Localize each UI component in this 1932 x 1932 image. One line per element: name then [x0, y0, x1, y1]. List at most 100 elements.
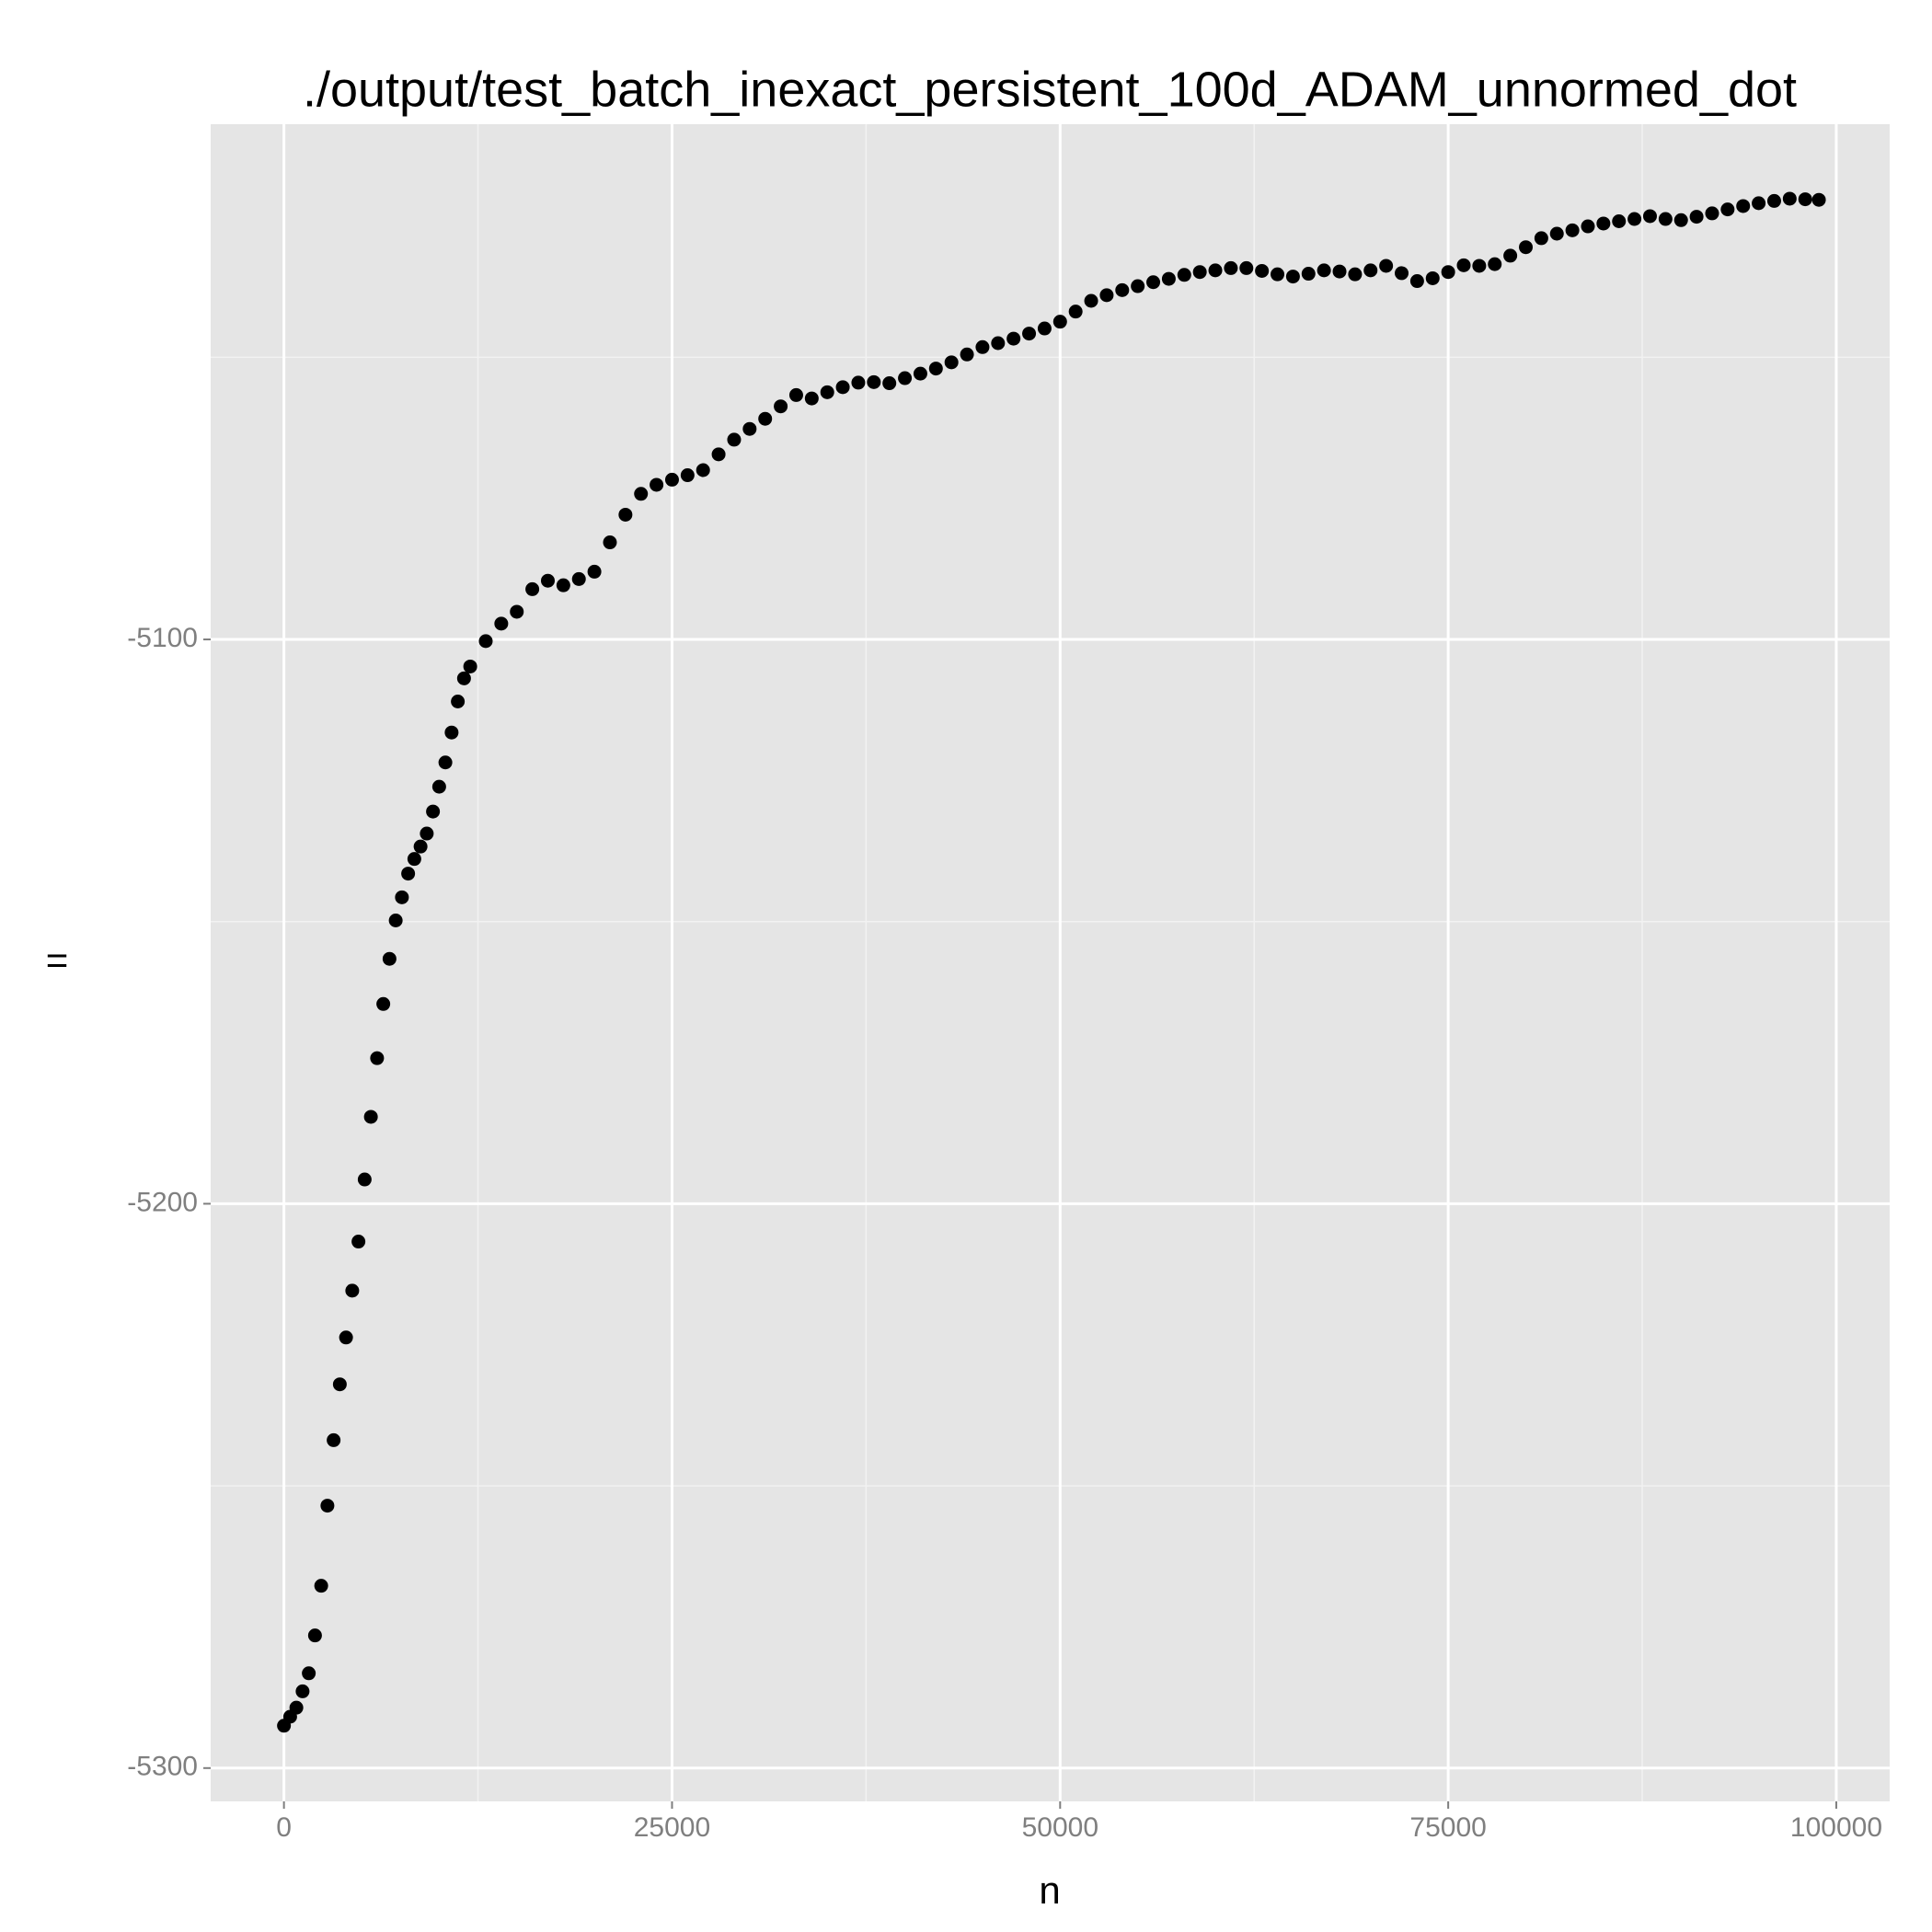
point	[1534, 231, 1548, 246]
point	[680, 468, 695, 483]
point	[1658, 212, 1673, 226]
point	[401, 867, 416, 881]
point	[618, 507, 633, 522]
point	[351, 1235, 366, 1249]
point	[774, 399, 788, 414]
point	[314, 1579, 328, 1593]
point	[1627, 212, 1642, 226]
point	[603, 535, 617, 550]
x-tick-label: 0	[276, 1812, 292, 1843]
point	[867, 374, 881, 389]
point	[944, 355, 959, 370]
point	[898, 371, 913, 385]
point	[758, 411, 773, 426]
point	[307, 1628, 322, 1643]
point	[1131, 279, 1145, 293]
point	[1332, 264, 1347, 279]
point	[1255, 263, 1270, 278]
x-tick-label: 50000	[1022, 1812, 1098, 1843]
point	[339, 1330, 353, 1345]
point	[1612, 214, 1627, 229]
point	[345, 1283, 360, 1298]
point	[1503, 248, 1518, 263]
point	[804, 391, 819, 406]
point	[1068, 305, 1083, 319]
point	[451, 694, 466, 708]
point	[1736, 199, 1751, 213]
point	[1720, 202, 1735, 217]
point	[556, 578, 570, 592]
chart-title: ./output/test_batch_inexact_persistent_1…	[303, 62, 1797, 117]
point	[1395, 266, 1409, 281]
point	[1472, 259, 1487, 273]
point	[1161, 271, 1176, 286]
point	[289, 1700, 304, 1715]
point	[370, 1051, 385, 1065]
point	[960, 347, 974, 362]
point	[1022, 327, 1037, 341]
point	[420, 826, 434, 841]
point	[742, 421, 757, 436]
point	[1518, 240, 1533, 255]
point	[1099, 288, 1114, 303]
point	[395, 890, 409, 904]
x-tick-label: 75000	[1409, 1812, 1486, 1843]
point	[1301, 267, 1316, 282]
point	[1052, 315, 1067, 329]
point	[928, 362, 943, 376]
point	[788, 387, 803, 402]
point	[1798, 192, 1812, 207]
point	[1581, 219, 1595, 234]
point	[327, 1432, 341, 1447]
point	[1565, 223, 1580, 237]
point	[540, 573, 555, 588]
point	[1596, 216, 1611, 231]
point	[1115, 282, 1130, 297]
point	[1208, 263, 1223, 278]
point	[363, 1110, 378, 1124]
point	[1084, 293, 1098, 308]
point	[571, 571, 586, 586]
panel	[211, 124, 1890, 1801]
y-axis-label: =	[46, 938, 69, 982]
y-tick-label: -5200	[127, 1187, 198, 1217]
point	[431, 779, 446, 794]
x-axis-label: n	[1039, 1869, 1060, 1912]
x-tick-label: 25000	[634, 1812, 710, 1843]
point	[882, 376, 897, 391]
point	[426, 804, 441, 819]
point	[1766, 193, 1781, 208]
point	[835, 380, 850, 395]
point	[851, 375, 866, 390]
point	[587, 564, 602, 579]
point	[1006, 331, 1021, 346]
point	[1317, 263, 1331, 278]
point	[1642, 209, 1657, 224]
point	[634, 487, 649, 501]
y-tick-label: -5300	[127, 1752, 198, 1782]
point	[711, 447, 726, 462]
point	[463, 659, 477, 673]
point	[1379, 259, 1394, 273]
point	[1752, 196, 1766, 211]
point	[1549, 226, 1564, 241]
point	[478, 634, 493, 649]
point	[1146, 275, 1161, 290]
point	[1363, 263, 1378, 278]
point	[1239, 260, 1254, 275]
point	[913, 366, 927, 381]
point	[1037, 321, 1052, 336]
point	[650, 477, 664, 492]
point	[320, 1499, 335, 1513]
point	[525, 581, 540, 596]
point	[1689, 210, 1704, 224]
point	[444, 725, 459, 740]
y-tick-label: -5100	[127, 623, 198, 653]
point	[975, 339, 990, 354]
point	[1348, 267, 1363, 282]
point	[1441, 265, 1455, 280]
point	[382, 951, 397, 966]
point	[388, 913, 403, 927]
